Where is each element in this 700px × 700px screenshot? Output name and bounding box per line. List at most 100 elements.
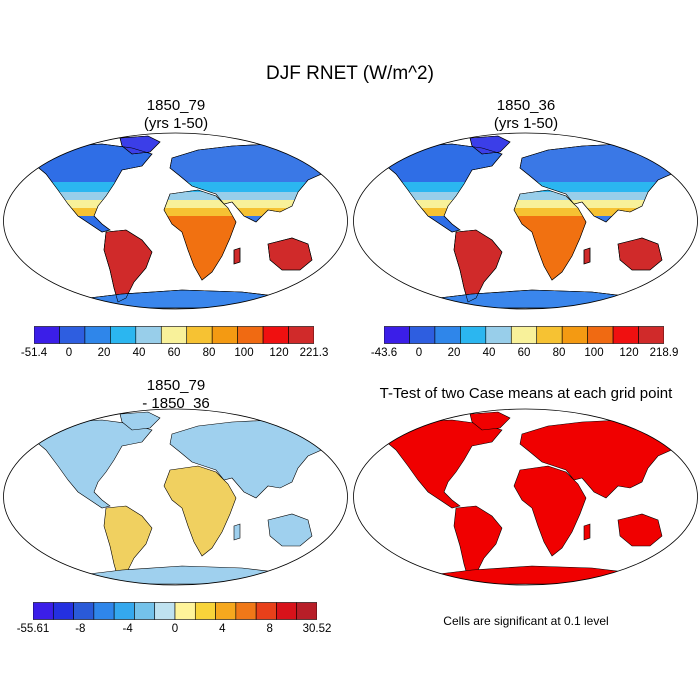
colorbar-swatch <box>84 326 111 344</box>
colorbar-swatch <box>134 602 156 620</box>
colorbar-swatch <box>296 602 317 620</box>
colorbar-tick-label: 0 <box>171 623 179 635</box>
colorbar-swatch <box>215 602 237 620</box>
panel-2-map <box>353 132 698 310</box>
figure-title: DJF RNET (W/m^2) <box>266 63 434 84</box>
colorbar-swatch <box>93 602 115 620</box>
colorbar-tick-label: 80 <box>202 347 216 359</box>
lat-band-3 <box>382 208 682 216</box>
colorbar-swatch <box>160 326 188 344</box>
continent-south-america <box>453 505 503 579</box>
colorbar-swatch <box>536 326 563 344</box>
colorbar-tick-label: -43.6 <box>370 347 398 359</box>
panel-3-title: 1850_79 - 1850_36 <box>26 377 326 413</box>
colorbar-tick-label: 60 <box>167 347 181 359</box>
panel-1-colorbar <box>34 326 314 344</box>
colorbar-tick-label: -8 <box>75 623 86 635</box>
panel-1-title-line1: 1850_79 <box>146 97 206 114</box>
lat-band-2 <box>32 200 332 208</box>
continent-australia <box>617 513 663 547</box>
colorbar-swatch <box>255 602 277 620</box>
continent-australia <box>267 513 313 547</box>
colorbar-swatch <box>409 326 436 344</box>
colorbar-swatch <box>174 602 196 620</box>
colorbar-tick-label: 120 <box>619 347 639 359</box>
continent-south-america <box>103 505 153 579</box>
colorbar-tick-label: 120 <box>269 347 289 359</box>
colorbar-swatch <box>186 326 213 344</box>
continent-greenland <box>469 411 511 431</box>
lat-band-2 <box>382 200 682 208</box>
panel-3-colorbar <box>33 602 317 620</box>
panel-4-map <box>353 408 698 586</box>
colorbar-swatch <box>460 326 487 344</box>
panel-1-title-line2: (yrs 1-50) <box>143 115 209 132</box>
colorbar-swatch <box>262 326 289 344</box>
colorbar-tick-label: 0 <box>415 347 423 359</box>
panel-1-title: 1850_79 (yrs 1-50) <box>26 97 326 133</box>
colorbar-swatch <box>34 326 60 344</box>
colorbar-tick-label: 100 <box>584 347 604 359</box>
colorbar-swatch <box>237 326 264 344</box>
colorbar-swatch <box>194 602 216 620</box>
panel-1-map <box>3 132 348 310</box>
colorbar-swatch <box>587 326 614 344</box>
continent-madagascar <box>583 523 591 541</box>
significance-note: Cells are significant at 0.1 level <box>443 614 609 628</box>
panel-3-title-line2: - 1850_36 <box>142 395 210 412</box>
colorbar-tick-label: 100 <box>234 347 254 359</box>
continent-madagascar <box>233 247 241 265</box>
colorbar-swatch <box>384 326 410 344</box>
colorbar-tick-label: 40 <box>132 347 146 359</box>
colorbar-tick-label: -51.4 <box>20 347 48 359</box>
continent-africa <box>163 465 237 557</box>
colorbar-swatch <box>638 326 664 344</box>
colorbar-tick-label: 4 <box>219 623 226 635</box>
colorbar-swatch <box>485 326 512 344</box>
colorbar-tick-label: 0 <box>65 347 73 359</box>
colorbar-swatch <box>276 602 298 620</box>
colorbar-tick-label: 60 <box>517 347 531 359</box>
colorbar-tick-label: 40 <box>482 347 496 359</box>
lat-band-1 <box>382 192 682 200</box>
panel-4-title: T-Test of two Case means at each grid po… <box>379 385 673 402</box>
colorbar-swatch <box>510 326 538 344</box>
panel-2-title: 1850_36 (yrs 1-50) <box>376 97 676 133</box>
lat-band-1 <box>32 192 332 200</box>
colorbar-swatch <box>211 326 238 344</box>
map-border <box>353 132 698 310</box>
colorbar-swatch <box>561 326 588 344</box>
colorbar-tick-label: 221.3 <box>299 347 329 359</box>
colorbar-tick-label: 20 <box>447 347 461 359</box>
colorbar-swatch <box>33 602 54 620</box>
colorbar-swatch <box>52 602 74 620</box>
continent-madagascar <box>583 247 591 265</box>
colorbar-swatch <box>612 326 639 344</box>
panel-2-colorbar <box>384 326 664 344</box>
panel-2-title-line2: (yrs 1-50) <box>493 115 559 132</box>
colorbar-tick-label: -4 <box>122 623 133 635</box>
colorbar-tick-label: 218.9 <box>649 347 679 359</box>
map-border <box>3 132 348 310</box>
colorbar-swatch <box>113 602 135 620</box>
continent-africa <box>513 465 587 557</box>
map-border <box>353 408 698 586</box>
panel-3-title-line1: 1850_79 <box>146 377 206 394</box>
colorbar-swatch <box>73 602 95 620</box>
colorbar-tick-label: 30.52 <box>302 623 332 635</box>
colorbar-swatch <box>235 602 257 620</box>
map-border <box>3 408 348 586</box>
colorbar-swatch <box>59 326 86 344</box>
colorbar-swatch <box>110 326 137 344</box>
panel-2-title-line1: 1850_36 <box>496 97 556 114</box>
colorbar-tick-label: 8 <box>266 623 273 635</box>
colorbar-swatch <box>434 326 461 344</box>
colorbar-swatch <box>154 602 176 620</box>
colorbar-tick-label: 20 <box>97 347 111 359</box>
colorbar-tick-label: -55.61 <box>16 623 50 635</box>
panel-3-map <box>3 408 348 586</box>
continent-madagascar <box>233 523 241 541</box>
colorbar-swatch <box>135 326 162 344</box>
continent-greenland <box>119 411 161 431</box>
colorbar-tick-label: 80 <box>552 347 566 359</box>
